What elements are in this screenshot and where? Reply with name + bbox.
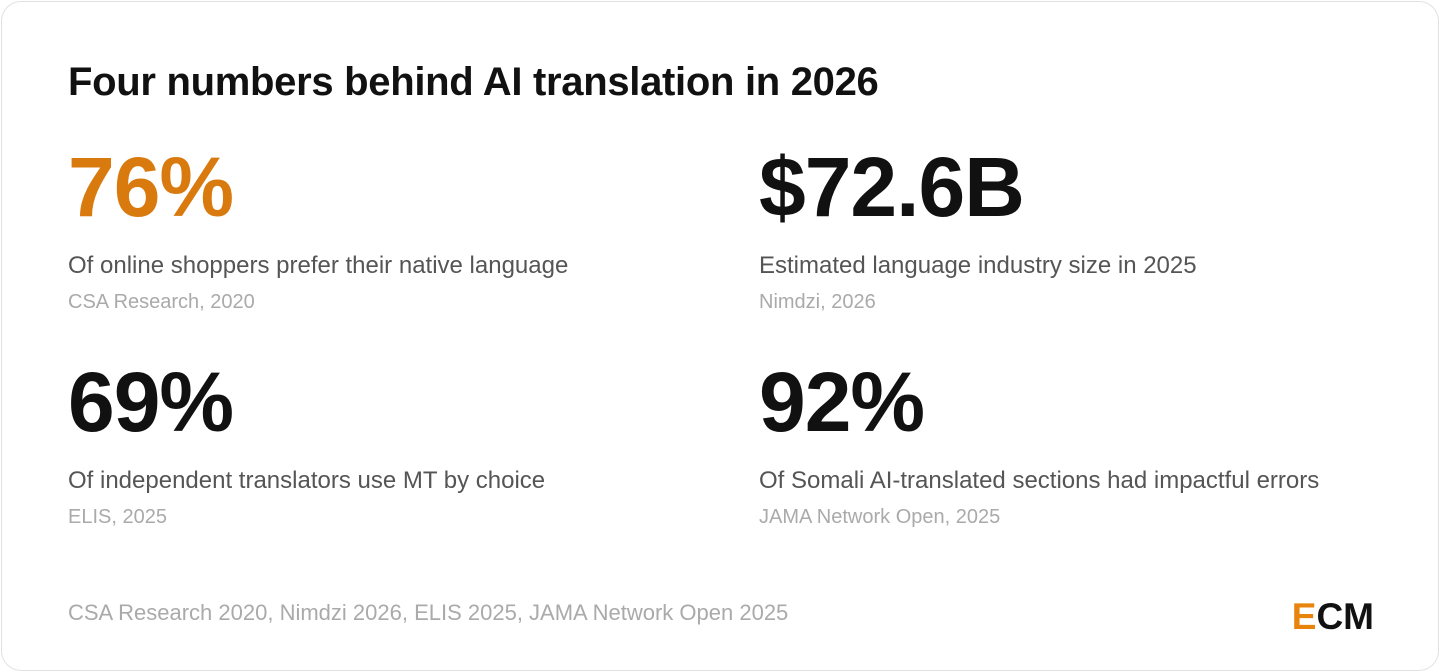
logo-rest: CM <box>1316 596 1374 637</box>
logo: ECM <box>1292 596 1374 638</box>
stat-label: Estimated language industry size in 2025 <box>759 252 1197 279</box>
title: Four numbers behind AI translation in 20… <box>68 60 879 104</box>
footer-sources: CSA Research 2020, Nimdzi 2026, ELIS 202… <box>68 600 789 625</box>
stat-value: 92% <box>759 355 925 449</box>
stat: $72.6B Estimated language industry size i… <box>759 142 1359 321</box>
stat: 92% Of Somali AI-translated sections had … <box>759 357 1359 536</box>
stat: 76% Of online shoppers prefer their nativ… <box>68 142 668 321</box>
stat-label: Of online shoppers prefer their native l… <box>68 252 569 279</box>
stat-source: CSA Research, 2020 <box>68 291 255 313</box>
stat-source: ELIS, 2025 <box>68 506 167 528</box>
stat-value: $72.6B <box>759 140 1025 234</box>
stat-source: JAMA Network Open, 2025 <box>759 506 1001 528</box>
stat-value: 76% <box>68 140 234 234</box>
stat: 69% Of independent translators use MT by … <box>68 357 668 536</box>
logo-accent: E <box>1291 596 1317 637</box>
stat-value: 69% <box>68 355 234 449</box>
stat-label: Of Somali AI-translated sections had imp… <box>759 467 1320 494</box>
stat-label: Of independent translators use MT by cho… <box>68 467 546 494</box>
stat-source: Nimdzi, 2026 <box>759 291 876 313</box>
